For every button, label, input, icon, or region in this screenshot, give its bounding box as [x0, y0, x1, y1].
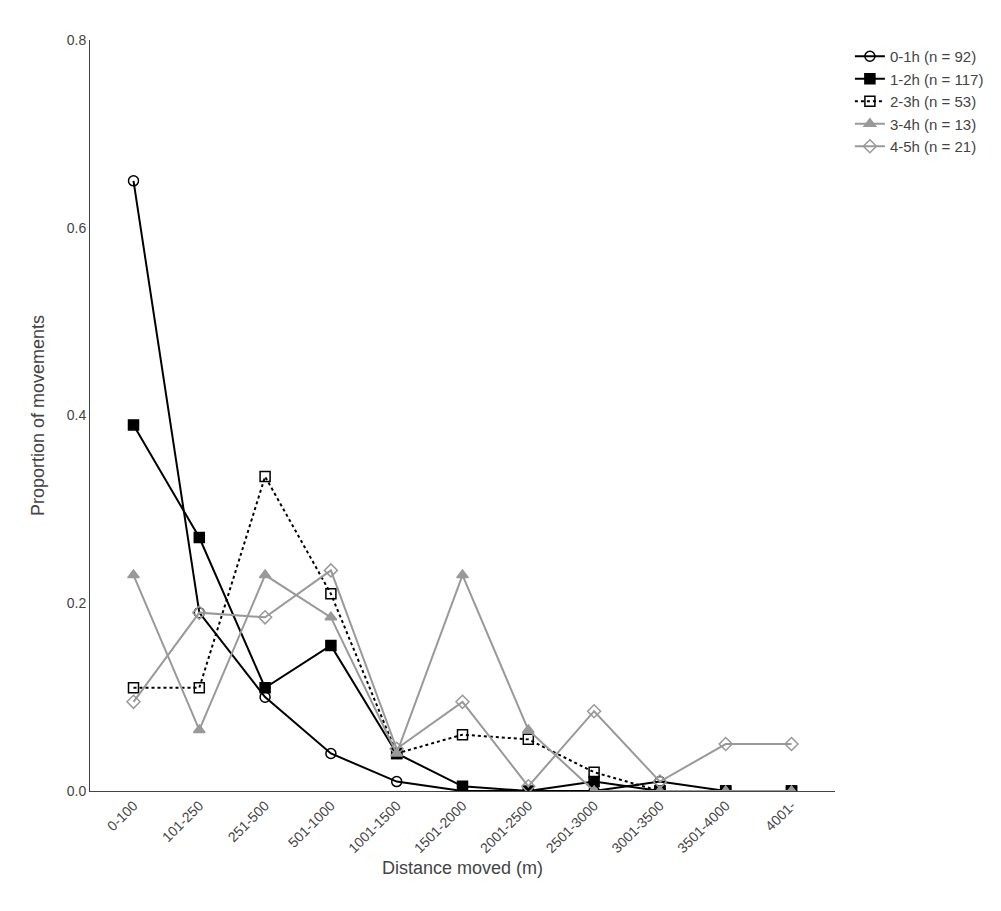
svg-text:1001-1500: 1001-1500 — [345, 797, 404, 856]
svg-text:0.0: 0.0 — [67, 783, 87, 799]
svg-text:0.8: 0.8 — [67, 32, 87, 48]
svg-text:101-250: 101-250 — [159, 797, 207, 845]
svg-text:0-100: 0-100 — [104, 797, 141, 834]
svg-text:0.2: 0.2 — [67, 595, 87, 611]
svg-text:2001-2500: 2001-2500 — [477, 797, 536, 856]
svg-text:2501-3000: 2501-3000 — [543, 797, 602, 856]
svg-text:0-1h (n = 92): 0-1h (n = 92) — [890, 48, 976, 65]
svg-text:0.6: 0.6 — [67, 220, 87, 236]
svg-text:3501-4000: 3501-4000 — [674, 797, 733, 856]
svg-text:3001-3500: 3001-3500 — [608, 797, 667, 856]
svg-text:4001-: 4001- — [762, 797, 799, 834]
svg-text:2-3h (n = 53): 2-3h (n = 53) — [890, 93, 976, 110]
svg-text:251-500: 251-500 — [225, 797, 273, 845]
svg-text:3-4h (n = 13): 3-4h (n = 13) — [890, 116, 976, 133]
svg-text:1-2h (n = 117): 1-2h (n = 117) — [890, 71, 984, 88]
svg-text:501-1000: 501-1000 — [285, 797, 338, 850]
svg-text:4-5h (n = 21): 4-5h (n = 21) — [890, 138, 976, 155]
svg-text:Proportion of movements: Proportion of movements — [28, 315, 48, 516]
svg-text:0.4: 0.4 — [67, 407, 87, 423]
svg-text:1501-2000: 1501-2000 — [411, 797, 470, 856]
svg-text:Distance moved (m): Distance moved (m) — [382, 858, 543, 878]
